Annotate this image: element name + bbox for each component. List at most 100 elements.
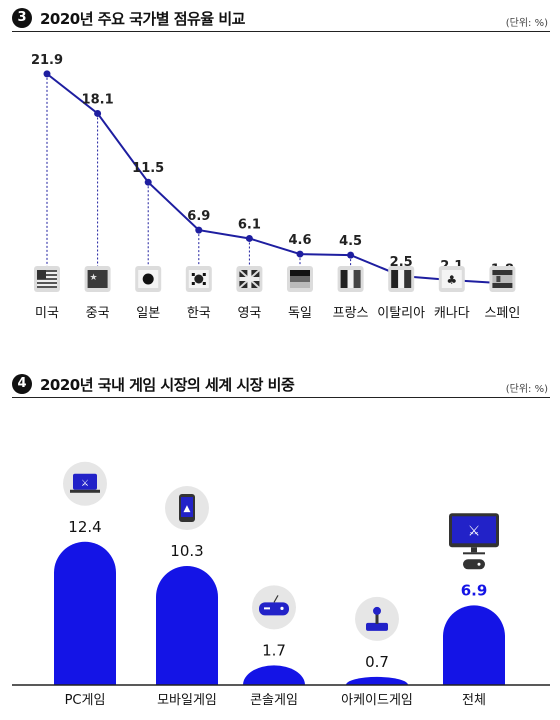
korea-flag-icon <box>185 266 212 292</box>
flag-band <box>290 276 310 282</box>
flag-field <box>441 270 462 288</box>
bar-value-label: 0.7 <box>365 653 389 671</box>
bar-value-label: 12.4 <box>68 518 101 536</box>
flag-stripe <box>37 286 57 288</box>
data-label: 4.6 <box>288 233 311 248</box>
flag-stripe <box>37 278 57 280</box>
italy-flag-icon <box>388 266 415 292</box>
game-market-share-section: 4 2020년 국내 게임 시장의 세계 시장 비중 (단위: %) 12.4 P… <box>0 366 560 720</box>
spain-flag-icon <box>489 266 516 292</box>
bar <box>243 665 305 685</box>
flag-band <box>290 282 310 288</box>
france-flag-icon <box>337 266 364 292</box>
category-label: 영국 <box>237 306 261 321</box>
data-label: 4.5 <box>339 234 362 249</box>
category-label: 일본 <box>136 306 160 321</box>
flag-band <box>398 270 405 288</box>
flag-emblem <box>496 276 501 282</box>
category-label: 모바일게임 <box>157 693 217 708</box>
flag-trigram <box>191 273 195 276</box>
joystick-knob <box>373 606 381 615</box>
section-header: 4 2020년 국내 게임 시장의 세계 시장 비중 (단위: %) <box>12 372 550 398</box>
gamepad-cable <box>273 595 279 603</box>
data-point <box>195 226 203 234</box>
bar <box>346 676 408 685</box>
china-flag-icon: ★ <box>84 266 111 292</box>
flag-maple-leaf: ♣ <box>446 273 457 287</box>
joystick-base <box>366 622 388 631</box>
data-point <box>94 109 102 117</box>
category-label: 중국 <box>86 306 110 321</box>
joystick-stick <box>375 612 379 624</box>
laptop-icon: ⚔ <box>63 461 107 506</box>
bar <box>443 605 505 685</box>
bar-chart: 12.4 PC게임 ⚔ 10.3 모바일게임 ▲ 1.7 콘솔게임 0.7 아케이드게임 6.9 전체… <box>12 461 550 708</box>
flag-band <box>492 283 513 288</box>
germany-flag-icon <box>287 266 313 292</box>
us-flag-icon <box>34 266 60 292</box>
swords-glyph: ⚔ <box>468 523 481 539</box>
category-label: 독일 <box>288 306 312 321</box>
chart-title: 2020년 주요 국가별 점유율 비교 <box>40 10 245 28</box>
data-point <box>347 251 355 259</box>
category-label: 프랑스 <box>333 306 369 321</box>
bar <box>54 541 116 685</box>
gamepad-icon <box>252 585 296 630</box>
monitor-screen <box>452 516 496 544</box>
monitor-gamepad-icon: ⚔ <box>449 513 499 570</box>
flag-trigram <box>191 282 195 285</box>
flag-band <box>353 270 361 288</box>
flag-stripe <box>37 270 57 272</box>
data-point <box>296 250 304 258</box>
laptop-base <box>70 489 100 493</box>
category-label: 스페인 <box>484 306 520 321</box>
data-label: 18.1 <box>82 92 114 107</box>
monitor-stand-base <box>463 552 485 555</box>
flag-trigram <box>202 282 206 285</box>
bar-value-label: 10.3 <box>170 542 203 560</box>
flag-band <box>340 270 348 288</box>
gamepad-dpad <box>264 607 270 610</box>
flag-band <box>492 275 513 283</box>
category-label: 콘솔게임 <box>250 693 298 708</box>
data-label: 6.9 <box>187 209 210 224</box>
data-label: 6.1 <box>238 217 261 232</box>
unit-label: (단위: %) <box>505 384 548 395</box>
category-label: 전체 <box>462 693 486 708</box>
share-by-country-section: 3 2020년 주요 국가별 점유율 비교 (단위: %) 21.9 18.1 11… <box>12 8 550 321</box>
flag-star: ★ <box>90 273 98 283</box>
japan-flag-icon <box>135 266 162 292</box>
data-point <box>245 234 253 242</box>
data-point <box>144 178 152 186</box>
gamepad-button <box>280 606 284 610</box>
flag-disc <box>142 273 154 285</box>
unit-label: (단위: %) <box>505 18 548 29</box>
series-line <box>46 73 503 285</box>
phone-screen <box>181 497 193 518</box>
flag-band <box>290 270 310 276</box>
bar-value-label: 1.7 <box>262 641 286 659</box>
section-number-badge: 4 <box>12 374 32 394</box>
gamepad-button <box>477 562 481 566</box>
category-label: 캐나다 <box>434 306 470 321</box>
gamepad-body <box>463 559 485 570</box>
flag-band <box>404 270 412 288</box>
flag-canton <box>37 270 46 279</box>
flag-stripe <box>37 282 57 284</box>
bar-value-label: 6.9 <box>461 581 488 599</box>
data-label: 21.9 <box>31 53 63 68</box>
line-chart: 21.918.111.56.96.14.64.52.52.11.8미국★중국일본… <box>31 53 520 321</box>
flag-trigram <box>202 273 206 276</box>
uk-flag-icon <box>236 266 263 292</box>
flag-taeguk <box>194 274 204 284</box>
category-label: 미국 <box>35 306 59 321</box>
joystick-icon <box>355 596 399 641</box>
ship-glyph: ▲ <box>184 504 191 514</box>
flag-field <box>87 270 108 288</box>
data-point <box>43 70 51 78</box>
flag-band <box>347 270 354 288</box>
category-label: 이탈리아 <box>377 306 425 321</box>
canada-flag-icon: ♣ <box>438 266 465 292</box>
smartphone-icon: ▲ <box>165 486 209 531</box>
category-label: 한국 <box>187 306 211 321</box>
